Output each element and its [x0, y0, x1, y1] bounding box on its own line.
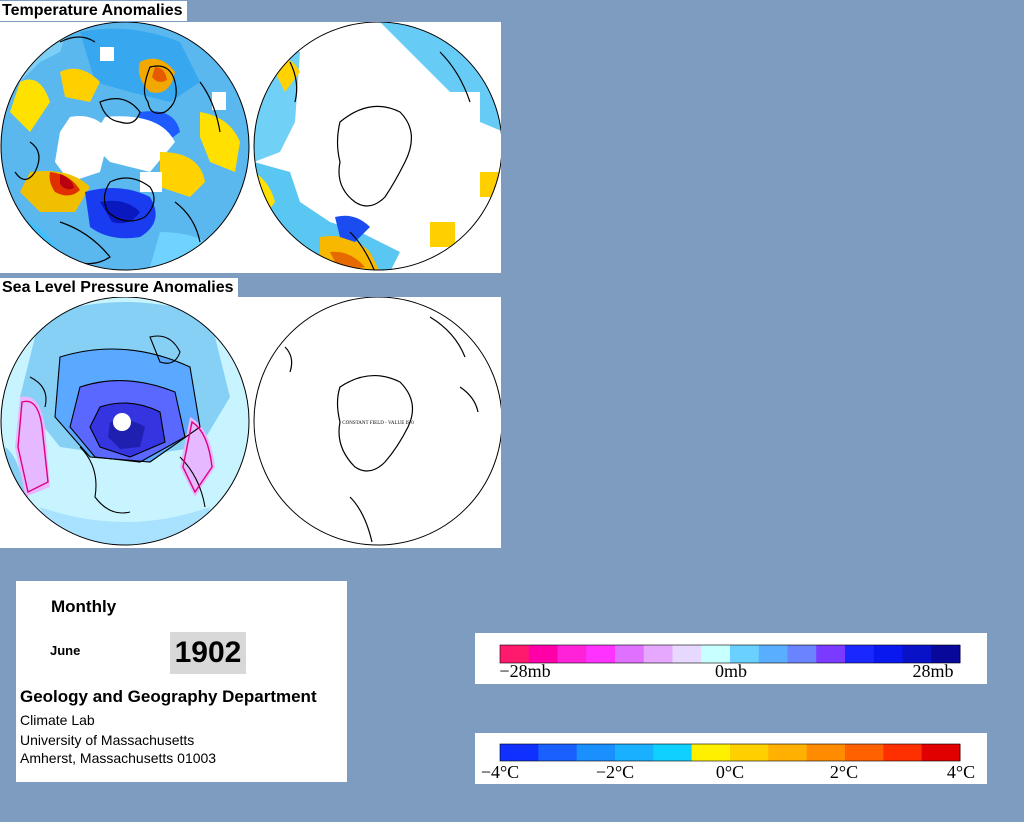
- year-label: 1902: [170, 632, 246, 674]
- temperature-legend-swatch: [768, 744, 808, 761]
- info-box: Monthly June 1902 Geology and Geography …: [16, 581, 347, 782]
- pressure-legend-swatch: [586, 645, 616, 663]
- temperature-tick-4: 4°C: [947, 762, 975, 782]
- temperature-legend-swatch: [500, 744, 539, 761]
- temperature-legend-swatch: [883, 744, 923, 761]
- university-label: University of Massachusetts: [20, 732, 195, 748]
- pressure-legend-swatch: [730, 645, 760, 663]
- temperature-map-north: [1, 22, 249, 270]
- pressure-legend-bar: [499, 644, 961, 664]
- pressure-tick-zero: 0mb: [715, 661, 747, 681]
- pressure-map-south: CONSTANT FIELD - VALUE IS 0: [253, 297, 501, 546]
- pressure-legend-swatch: [787, 645, 817, 663]
- temperature-tick-3: 2°C: [830, 762, 858, 782]
- temperature-legend-swatch: [576, 744, 616, 761]
- period-label: Monthly: [51, 597, 117, 616]
- pressure-legend-swatch: [643, 645, 673, 663]
- temperature-legend-swatch: [845, 744, 884, 761]
- temperature-legend-swatch: [921, 744, 961, 761]
- pressure-legend-swatch: [845, 645, 875, 663]
- pressure-legend-swatch: [816, 645, 846, 663]
- pressure-map-north: [1, 297, 249, 545]
- temperature-legend: −4°C −2°C 0°C 2°C 4°C: [475, 733, 987, 784]
- temperature-tick-1: −2°C: [596, 762, 634, 782]
- pressure-tick-min: −28mb: [499, 661, 550, 681]
- temperature-tick-0: −4°C: [481, 762, 519, 782]
- pressure-legend-swatch: [758, 645, 788, 663]
- pressure-legend-swatch: [528, 645, 558, 663]
- pressure-legend-border: [499, 644, 961, 664]
- pressure-legend-swatch: [931, 645, 961, 663]
- temperature-legend-swatch: [538, 744, 578, 761]
- address-label: Amherst, Massachusetts 01003: [20, 750, 217, 766]
- pressure-legend-swatch: [500, 645, 530, 663]
- department-label: Geology and Geography Department: [20, 687, 317, 706]
- pressure-panel: CONSTANT FIELD - VALUE IS 0: [0, 297, 501, 548]
- temperature-legend-swatch: [615, 744, 654, 761]
- temperature-panel: [0, 22, 501, 273]
- lab-label: Climate Lab: [20, 712, 95, 728]
- temperature-legend-swatch: [691, 744, 731, 761]
- pressure-tick-max: 28mb: [912, 661, 953, 681]
- temperature-title: Temperature Anomalies: [0, 1, 187, 21]
- pressure-legend-swatch: [701, 645, 731, 663]
- temperature-legend-swatch: [730, 744, 769, 761]
- temperature-legend-border: [499, 743, 961, 762]
- temperature-legend-bar: [499, 743, 961, 762]
- temperature-legend-swatch: [806, 744, 846, 761]
- pressure-title: Sea Level Pressure Anomalies: [0, 278, 238, 298]
- pressure-legend-swatch: [873, 645, 903, 663]
- pressure-legend-swatch: [557, 645, 587, 663]
- temperature-tick-2: 0°C: [716, 762, 744, 782]
- pressure-legend-swatch: [672, 645, 702, 663]
- pressure-legend-swatch: [902, 645, 932, 663]
- pressure-legend: −28mb 0mb 28mb: [475, 633, 987, 684]
- temperature-legend-swatch: [653, 744, 693, 761]
- pressure-legend-swatch: [615, 645, 645, 663]
- month-label: June: [50, 643, 81, 658]
- constant-field-label: CONSTANT FIELD - VALUE IS 0: [342, 421, 414, 426]
